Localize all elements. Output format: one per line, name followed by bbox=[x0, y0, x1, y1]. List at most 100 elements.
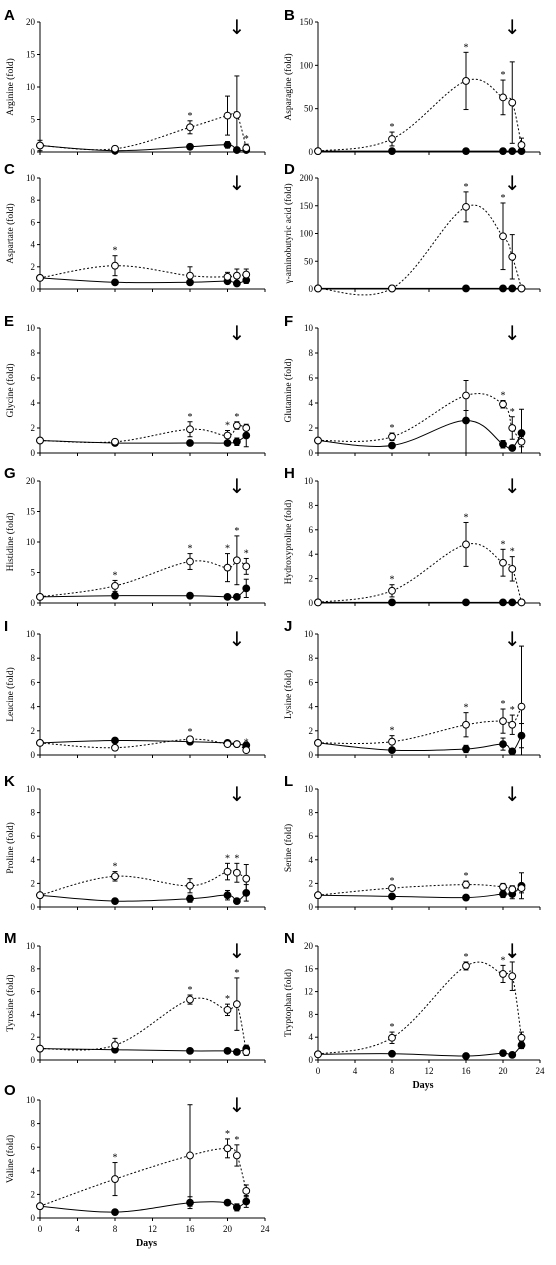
y-axis-label: Asparagine (fold) bbox=[283, 53, 294, 120]
data-point-filled bbox=[508, 747, 517, 756]
data-point-filled bbox=[223, 593, 232, 601]
significance-star: * bbox=[510, 407, 515, 418]
significance-star: * bbox=[244, 738, 249, 749]
arrow-marker: ↓ bbox=[504, 782, 521, 806]
data-point-open bbox=[517, 1033, 526, 1042]
data-point-filled bbox=[499, 147, 507, 156]
data-point-filled bbox=[499, 440, 507, 449]
data-point-open bbox=[242, 1186, 251, 1195]
series-line-filled bbox=[39, 144, 247, 152]
data-point-filled bbox=[242, 584, 251, 593]
data-point-open bbox=[508, 564, 517, 573]
significance-star: * bbox=[464, 182, 469, 193]
significance-star: * bbox=[188, 727, 193, 738]
panel-letter-A: A bbox=[4, 7, 15, 24]
series-line-filled bbox=[39, 435, 247, 444]
y-tick-label: 10 bbox=[304, 323, 314, 333]
data-point-open bbox=[499, 558, 507, 567]
y-tick-label: 4 bbox=[309, 1032, 314, 1042]
y-tick-label: 4 bbox=[309, 549, 314, 559]
data-point-open bbox=[223, 740, 232, 749]
x-tick-label: 20 bbox=[223, 1224, 233, 1234]
y-tick-label: 6 bbox=[309, 831, 314, 841]
y-axis-label: Tyrosine (fold) bbox=[5, 974, 16, 1031]
significance-star: * bbox=[188, 985, 193, 996]
data-point-open bbox=[388, 284, 396, 293]
data-point-open bbox=[223, 272, 232, 281]
series-line-open bbox=[317, 884, 522, 896]
data-point-filled bbox=[499, 1049, 507, 1058]
y-tick-label: 10 bbox=[26, 82, 36, 92]
panel-letter-L: L bbox=[284, 773, 293, 790]
series-line-filled bbox=[39, 892, 247, 902]
arrow-marker: ↓ bbox=[504, 474, 521, 498]
data-point-open bbox=[36, 1044, 44, 1053]
data-point-open bbox=[242, 874, 251, 883]
data-point-open bbox=[314, 739, 322, 747]
data-point-open bbox=[36, 274, 44, 282]
significance-star: * bbox=[390, 876, 395, 887]
x-tick-label: 24 bbox=[536, 1066, 546, 1076]
data-point-filled bbox=[223, 1046, 232, 1055]
y-tick-label: 100 bbox=[300, 60, 314, 70]
data-point-open bbox=[499, 232, 507, 241]
x-tick-label: 4 bbox=[75, 1224, 80, 1234]
data-point-open bbox=[314, 147, 322, 156]
x-tick-label: 4 bbox=[353, 1066, 358, 1076]
significance-star: * bbox=[225, 544, 230, 555]
y-tick-label: 0 bbox=[309, 902, 314, 912]
y-axis-label: Hydroxyproline (fold) bbox=[283, 500, 294, 585]
data-point-filled bbox=[111, 736, 119, 745]
data-point-open bbox=[499, 400, 507, 409]
arrow-marker: ↓ bbox=[228, 474, 245, 498]
y-tick-label: 6 bbox=[309, 373, 314, 383]
y-tick-label: 0 bbox=[31, 448, 36, 458]
data-point-open bbox=[517, 141, 526, 149]
x-axis-label: Days bbox=[136, 1238, 157, 1249]
y-tick-label: 8 bbox=[309, 348, 314, 358]
data-point-open bbox=[314, 284, 322, 293]
y-tick-label: 6 bbox=[31, 831, 36, 841]
data-point-filled bbox=[186, 439, 194, 447]
y-tick-label: 6 bbox=[31, 677, 36, 687]
data-point-open bbox=[517, 702, 526, 711]
significance-star: * bbox=[234, 526, 239, 537]
y-tick-label: 0 bbox=[31, 750, 36, 760]
series-line-open bbox=[39, 738, 247, 751]
x-tick-label: 16 bbox=[186, 1224, 196, 1234]
significance-star: * bbox=[501, 699, 506, 710]
y-axis-label: Arginine (fold) bbox=[5, 58, 16, 116]
data-point-open bbox=[508, 424, 517, 432]
panel-H: H 0 2 4 6 8 10 Hydroxyproline (fold) ↓ * * * * bbox=[283, 465, 541, 608]
data-point-open bbox=[462, 202, 470, 211]
y-axis-label: Histidine (fold) bbox=[5, 513, 16, 572]
significance-star: * bbox=[113, 1153, 118, 1164]
y-tick-label: 2 bbox=[31, 878, 36, 888]
y-tick-label: 50 bbox=[304, 104, 314, 114]
series-line-filled bbox=[39, 277, 247, 284]
significance-star: * bbox=[501, 539, 506, 550]
data-point-open bbox=[242, 746, 251, 755]
significance-star: * bbox=[390, 1022, 395, 1033]
y-tick-label: 10 bbox=[26, 784, 36, 794]
data-point-open bbox=[462, 77, 470, 85]
data-point-open bbox=[232, 421, 241, 430]
significance-star: * bbox=[501, 391, 506, 402]
y-tick-label: 2 bbox=[31, 423, 36, 433]
panel-B: B 0 50 100 150 Asparagine (fold) ↓ * * * bbox=[283, 7, 541, 157]
y-tick-label: 4 bbox=[31, 855, 36, 865]
data-point-open bbox=[232, 1000, 241, 1009]
significance-star: * bbox=[188, 544, 193, 555]
y-tick-label: 2 bbox=[309, 423, 314, 433]
data-point-open bbox=[111, 144, 119, 153]
data-point-open bbox=[517, 437, 526, 446]
y-tick-label: 100 bbox=[300, 229, 314, 239]
y-axis-label: Aspartate (fold) bbox=[5, 203, 16, 263]
significance-star: * bbox=[234, 1135, 239, 1146]
arrow-marker: ↓ bbox=[228, 1093, 245, 1117]
series-line-open bbox=[39, 111, 247, 151]
data-point-open bbox=[111, 261, 119, 270]
y-tick-label: 4 bbox=[31, 398, 36, 408]
